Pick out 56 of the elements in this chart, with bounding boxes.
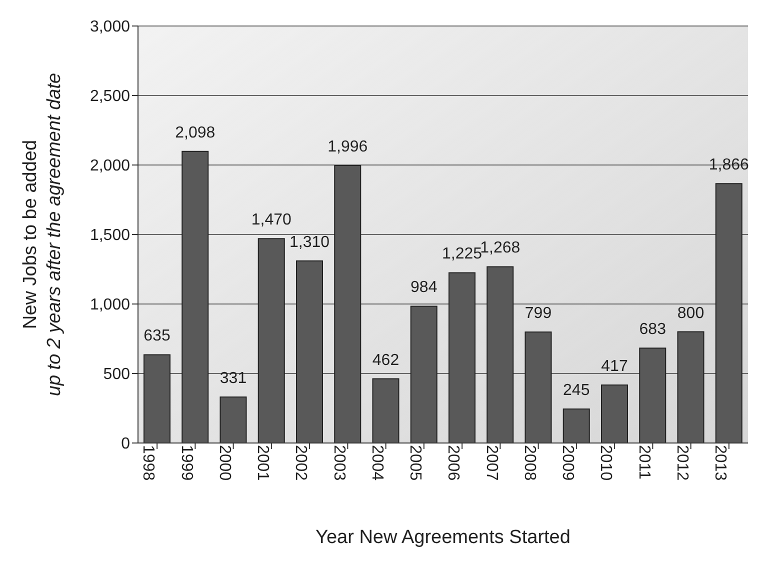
bar xyxy=(524,331,552,443)
y-tick-label: 2,000 xyxy=(90,158,130,175)
x-tick-label: 2009 xyxy=(559,445,576,481)
bar xyxy=(639,348,666,443)
x-tick-label: 2012 xyxy=(673,445,690,481)
bar xyxy=(562,408,590,443)
data-label: 417 xyxy=(601,358,628,376)
data-label: 683 xyxy=(639,321,666,338)
y-tick-label: 1,000 xyxy=(90,296,130,314)
bar xyxy=(486,266,514,443)
data-label: 2,098 xyxy=(175,124,216,142)
x-tick-label: 2000 xyxy=(216,445,233,481)
bar xyxy=(448,272,476,443)
bar xyxy=(220,396,247,443)
bar xyxy=(182,150,209,443)
x-tick-label: 2001 xyxy=(254,445,272,481)
data-label: 635 xyxy=(144,328,170,345)
data-label: 1,996 xyxy=(328,138,368,156)
x-axis-title: Year New Agreements Started xyxy=(316,527,570,548)
y-tick-label: 2,500 xyxy=(90,88,130,106)
bar xyxy=(601,384,628,443)
data-label: 462 xyxy=(372,352,400,369)
x-tick-label: 2005 xyxy=(406,445,424,481)
bar xyxy=(372,378,400,443)
bar xyxy=(677,331,704,443)
bar xyxy=(258,238,285,443)
bar xyxy=(410,306,438,443)
bar xyxy=(296,260,323,443)
bar xyxy=(715,183,742,443)
y-tick-label: 0 xyxy=(121,436,130,453)
x-tick-label: 2011 xyxy=(635,445,652,480)
x-tick-label: 2007 xyxy=(482,445,500,481)
bar xyxy=(334,165,362,443)
x-tick-label: 1998 xyxy=(140,445,157,481)
data-label: 1,225 xyxy=(442,246,482,263)
x-tick-label: 2008 xyxy=(520,445,538,481)
data-label: 1,470 xyxy=(251,212,292,229)
x-tick-label: 2003 xyxy=(330,445,348,481)
x-tick-label: 2013 xyxy=(712,445,729,481)
x-tick-label: 2010 xyxy=(597,445,614,481)
x-tick-label: 2006 xyxy=(444,445,462,481)
x-tick-label: 2004 xyxy=(368,445,386,481)
data-label: 984 xyxy=(410,279,438,296)
y-tick-label: 500 xyxy=(103,366,130,384)
x-tick-label: 2002 xyxy=(292,445,310,481)
y-tick-label: 3,000 xyxy=(90,18,130,36)
y-axis-title: New Jobs to be added up to 2 years after the agreement date xyxy=(20,72,65,396)
y-tick-label: 1,500 xyxy=(90,227,130,244)
data-label: 1,310 xyxy=(289,234,330,251)
data-label: 799 xyxy=(524,304,552,322)
bar xyxy=(144,354,170,443)
x-tick-label: 1999 xyxy=(178,445,195,481)
data-label: 331 xyxy=(220,370,247,387)
data-label: 800 xyxy=(677,304,704,322)
data-label: 245 xyxy=(563,382,590,399)
data-label: 1,268 xyxy=(480,240,520,257)
